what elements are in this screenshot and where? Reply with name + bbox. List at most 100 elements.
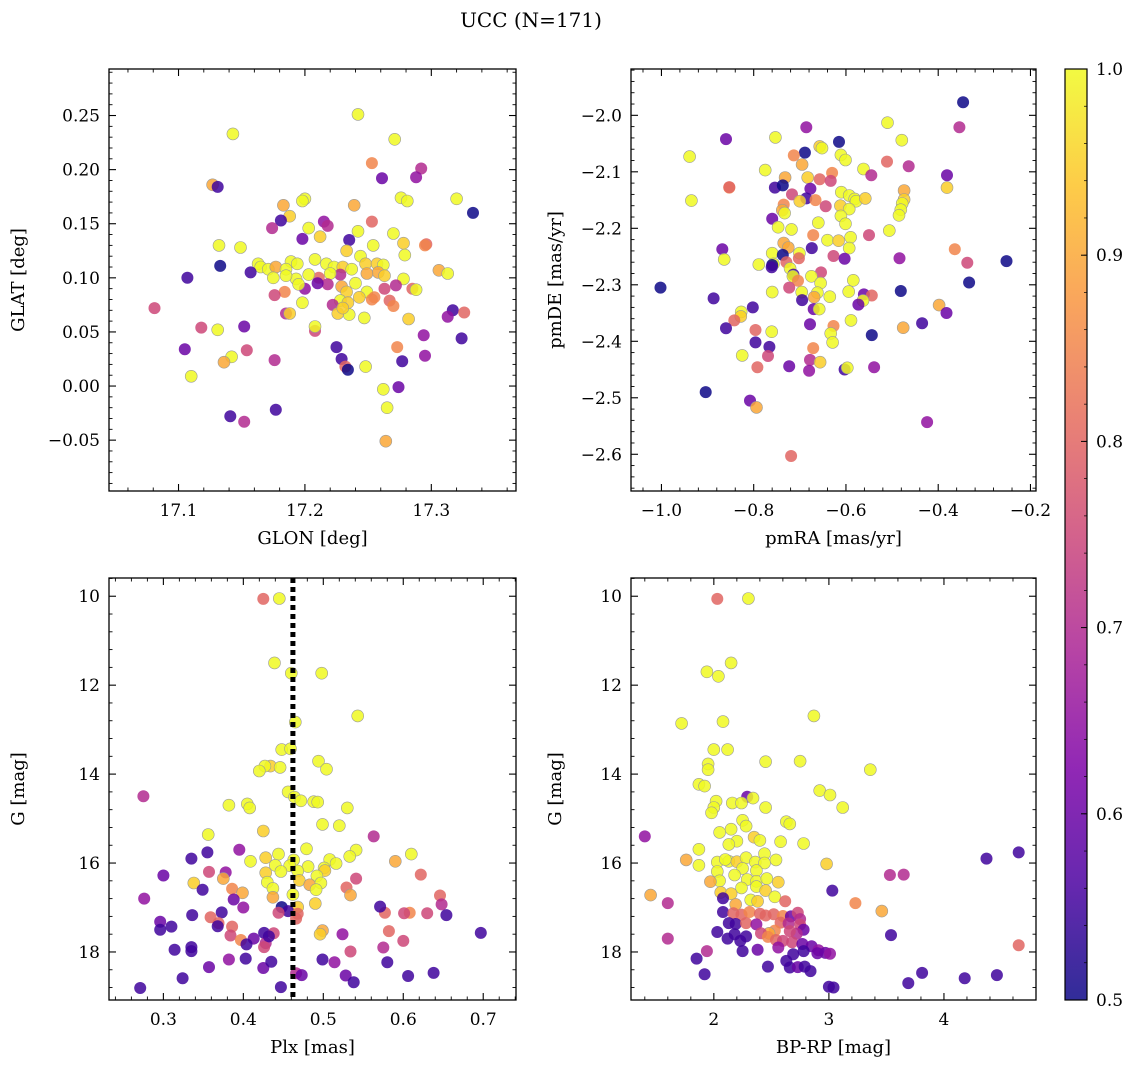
data-point [257,592,270,605]
data-point [316,953,329,966]
data-point [824,947,836,960]
data-point [308,897,322,910]
colorbar-tick-label: 0.8 [1096,432,1123,452]
data-point [892,209,906,222]
data-point [786,936,799,949]
data-point [273,761,287,774]
data-point [804,182,817,195]
data-point [351,709,365,723]
data-point [343,850,357,863]
data-point [398,907,411,920]
y-tick-label: 16 [600,854,622,874]
data-point [311,277,324,290]
data-point [820,857,833,871]
x-tick-label: 0.5 [310,1010,337,1030]
y-tick-label: −2.5 [581,389,622,409]
colorbar-tick-label: 1.0 [1096,60,1123,80]
data-point [313,927,327,941]
y-tick-label: 14 [600,765,622,785]
data-point [783,281,796,294]
data-point [203,961,215,974]
data-point [365,157,378,170]
data-point [746,301,759,314]
axes-frame [630,68,1037,492]
x-tick-label: −1.0 [641,501,682,521]
data-point [774,835,787,849]
data-point [798,146,811,159]
data-point [739,819,753,833]
data-point [376,382,390,396]
data-point [266,890,280,904]
data-point [711,926,724,938]
y-tick-label: 0.05 [62,323,100,343]
data-point [379,434,393,448]
data-point [341,363,354,376]
data-point [759,884,772,897]
data-point [274,865,288,878]
data-point [410,171,423,184]
data-point [336,928,349,941]
data-point [865,329,878,342]
data-point [957,96,970,109]
data-point [759,755,772,769]
ticks [631,577,1036,1000]
y-tick-label: 0.10 [62,269,100,289]
data-point [990,969,1003,982]
data-point [863,763,877,777]
data-point [138,892,151,905]
data-point [402,970,415,982]
data-point [397,236,410,250]
data-point [316,818,329,831]
data-point [807,229,820,242]
data-point [296,194,309,208]
data-point [916,317,929,330]
data-point [419,349,431,362]
colorbar-tick-label: 0.9 [1096,246,1123,266]
data-point [238,415,251,428]
data-point [805,242,818,255]
x-tick-label: 17.1 [160,501,198,521]
ticks [631,69,1036,491]
data-point [240,938,253,951]
data-point [961,256,974,269]
data-point [902,160,915,173]
x-tick-label: 0.6 [390,1010,417,1030]
colorbar: 0.5 0.6 0.7 0.8 0.9 1.0 [1064,60,1123,1011]
data-point [823,788,837,802]
data-point [329,857,343,870]
y-tick-label: 18 [78,943,100,963]
data-point [761,960,774,973]
data-point [387,227,400,240]
data-point [690,952,703,965]
data-point [360,267,374,280]
data-point [389,279,402,292]
data-point [244,266,257,279]
data-point [332,819,346,833]
x-tick-label: −0.6 [825,501,866,521]
data-point [807,342,820,355]
data-point [980,852,993,865]
data-point [742,592,755,605]
data-point [785,223,798,236]
data-point [882,224,896,237]
data-point [277,199,290,212]
data-point [1012,846,1025,859]
scatter-points [134,592,487,994]
colorbar-tick-label: 0.7 [1096,619,1123,639]
y-axis-label: GLAT [deg] [8,228,29,332]
data-point [215,906,228,919]
data-point [717,892,729,905]
data-point [157,869,170,882]
y-tick-label: 10 [78,587,100,607]
data-point [409,283,423,297]
data-point [813,355,827,369]
data-point [352,290,366,304]
data-point [224,410,237,423]
data-point [796,294,809,307]
data-point [1000,255,1013,268]
data-point [397,934,410,947]
data-point [839,153,852,167]
y-tick-label: −2.4 [581,332,622,352]
data-point [226,882,239,895]
data-point [758,856,771,870]
